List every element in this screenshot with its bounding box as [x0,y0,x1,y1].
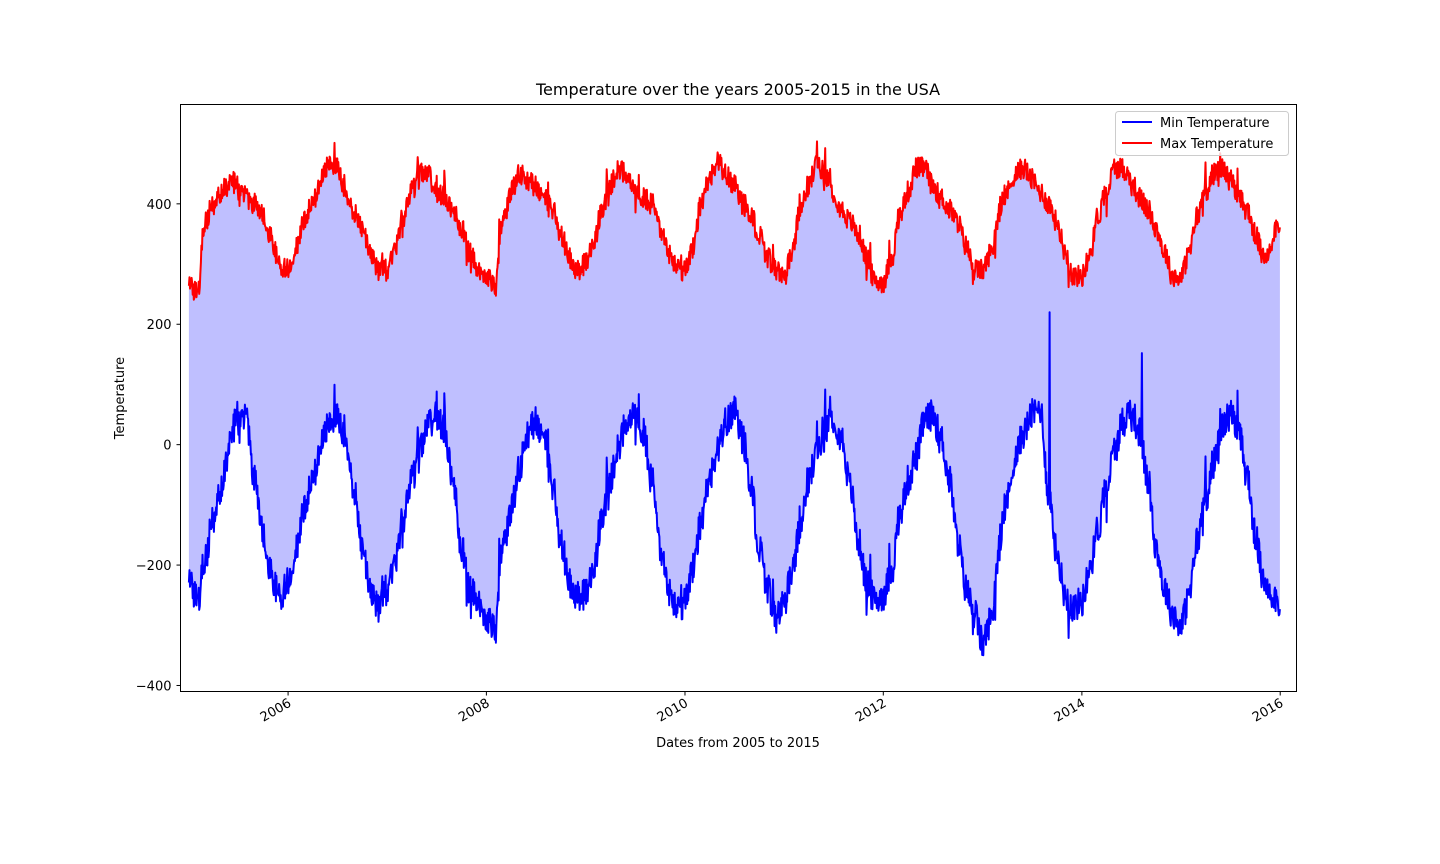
min-max-fill-area [188,141,1280,656]
legend: Min Temperature Max Temperature [1115,111,1289,156]
y-tick-label: −200 [136,559,172,574]
y-tick-label: −400 [136,679,172,694]
legend-box [1115,111,1289,156]
y-tick-label: 200 [147,318,172,333]
x-axis-label: Dates from 2005 to 2015 [656,736,820,751]
series-line-min-temperature [187,311,1281,657]
y-axis-label: Temperature [113,357,128,440]
series-line-max-temperature [187,140,1281,301]
y-tick-label: 400 [147,198,172,213]
legend-label-max-temperature: Max Temperature [1160,137,1273,152]
y-tick-label: 0 [163,439,171,454]
plot-frame [180,104,1297,692]
chart-title: Temperature over the years 2005-2015 in … [535,80,940,99]
legend-label-min-temperature: Min Temperature [1160,116,1270,131]
y-axis: −400 −200 0 200 400 [136,198,181,694]
